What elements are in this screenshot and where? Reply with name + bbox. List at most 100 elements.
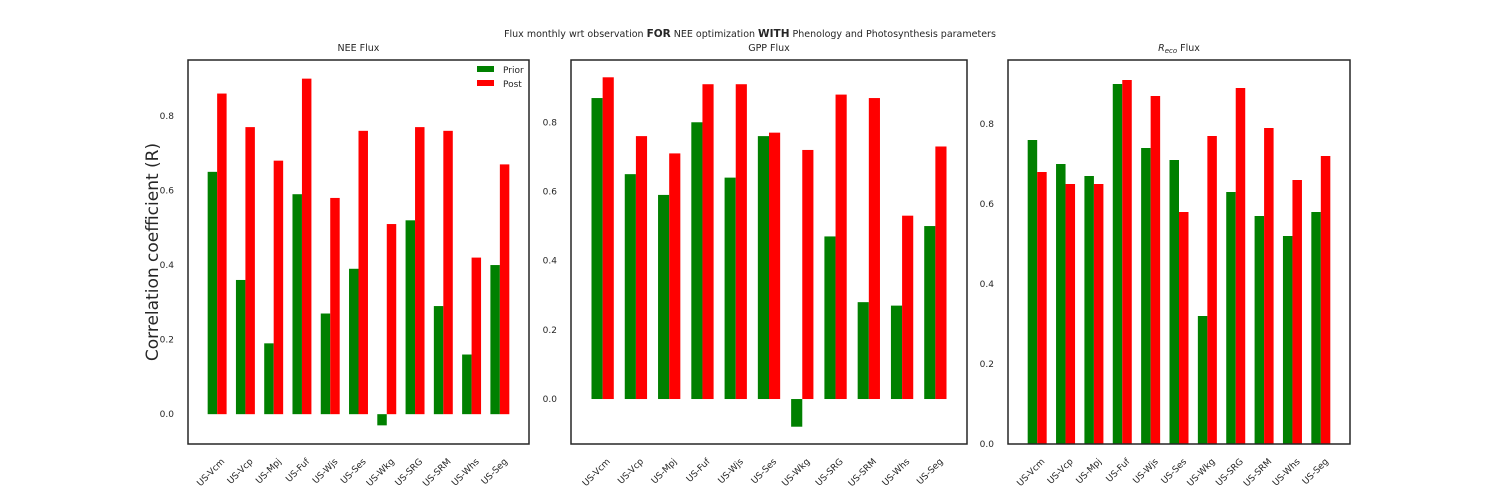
y-tick-label: 0.2 (160, 336, 174, 346)
bar-prior-us-mpj (658, 194, 670, 400)
bar-post-us-vcp (245, 127, 255, 415)
legend-label-prior: Prior (503, 66, 524, 76)
bar-prior-us-srg (405, 220, 416, 415)
x-tick-label: US-Whs (1271, 457, 1303, 489)
bar-post-us-srm (443, 130, 453, 415)
x-tick-label: US-Vcm (581, 457, 613, 489)
bar-post-us-ses (769, 132, 781, 400)
bar-post-us-srg (415, 127, 425, 415)
subplot-title: Reco Flux (1158, 43, 1200, 55)
bar-post-us-vcp (635, 136, 648, 400)
bar-prior-us-srm (857, 302, 869, 400)
bar-prior-us-ses (1169, 160, 1179, 444)
bar-post-us-fuf (301, 78, 312, 415)
bar-prior-us-srg (1226, 192, 1236, 444)
bar-post-us-vcm (217, 93, 227, 415)
figure-title: Flux monthly wrt observation FOR NEE opt… (504, 28, 996, 40)
bar-prior-us-whs (462, 354, 472, 415)
bar-prior-us-whs (1282, 236, 1293, 444)
bar-post-us-whs (471, 257, 482, 415)
bar-post-us-mpj (669, 153, 681, 400)
x-tick-label: US-Vcm (196, 457, 228, 489)
axes-frame (187, 59, 530, 445)
chart-panel-2: 0.00.20.40.60.8US-Vcm US-Vcp US-Mpj US-Fuf U… (543, 43, 968, 489)
bar-prior-us-mpj (264, 343, 274, 415)
bar-post-us-whs (1292, 180, 1302, 444)
x-tick-label: US-Wjs (311, 457, 340, 486)
bar-prior-us-mpj (1084, 176, 1094, 444)
x-tick-label: US-Whs (881, 457, 913, 489)
bar-post-us-whs (902, 215, 914, 400)
x-tick-label: US-SRG (394, 457, 425, 488)
axes-frame (570, 59, 968, 445)
x-tick-label: US-SRM (847, 457, 879, 489)
x-tick-label: US-Wkg (781, 457, 813, 489)
x-tick-label: US-Vcm (1016, 457, 1048, 489)
bar-post-us-wkg (802, 149, 814, 400)
bar-prior-us-wjs (1141, 148, 1151, 444)
y-tick-label: 0.8 (160, 112, 175, 122)
subplot-title: NEE Flux (338, 43, 380, 54)
x-tick-label: US-SRG (1214, 457, 1245, 488)
x-tick-label: US-Fuf (685, 456, 713, 484)
bar-prior-us-vcp (235, 279, 246, 415)
x-tick-label: US-Seg (1301, 457, 1331, 487)
legend-label-post: Post (503, 80, 522, 90)
bar-prior-us-seg (924, 226, 936, 400)
bar-post-us-wkg (386, 224, 397, 415)
y-tick-label: 0.8 (980, 120, 995, 130)
bar-prior-us-seg (490, 265, 500, 415)
y-tick-label: 0.4 (543, 257, 558, 267)
x-tick-label: US-Wkg (365, 457, 397, 489)
bar-prior-us-wkg (377, 414, 387, 426)
bar-prior-us-fuf (292, 194, 302, 415)
bar-post-us-wjs (330, 197, 340, 415)
x-tick-label: US-Seg (480, 457, 510, 487)
bar-post-us-mpj (1093, 184, 1104, 444)
subplot-title: GPP Flux (748, 43, 790, 54)
x-tick-label: US-Vcp (226, 457, 256, 487)
y-axis-label: Correlation coefficient (R) (143, 143, 163, 361)
bar-prior-us-seg (1311, 212, 1321, 444)
bar-prior-us-wkg (1197, 316, 1208, 444)
bar-post-us-wkg (1207, 136, 1217, 444)
bar-prior-us-ses (349, 268, 359, 415)
bar-post-us-wjs (735, 84, 747, 400)
bar-prior-us-srm (433, 306, 444, 415)
legend-swatch-prior (477, 66, 494, 72)
y-tick-label: 0.2 (543, 326, 557, 336)
bar-post-us-vcm (1037, 172, 1047, 444)
bar-post-us-seg (1320, 156, 1331, 444)
bar-prior-us-whs (890, 305, 903, 400)
bar-post-us-seg (935, 146, 947, 400)
bar-post-us-ses (358, 130, 368, 415)
bar-post-us-ses (1179, 212, 1189, 444)
bar-prior-us-srm (1254, 216, 1265, 444)
bar-post-us-fuf (702, 84, 714, 400)
x-tick-label: US-Mpj (1075, 457, 1104, 486)
y-tick-label: 0.0 (543, 395, 558, 405)
y-tick-label: 0.6 (543, 187, 558, 197)
y-tick-label: 0.0 (980, 440, 995, 450)
bar-prior-us-wjs (320, 313, 331, 415)
bar-prior-us-ses (757, 136, 769, 400)
x-tick-label: US-Fuf (284, 456, 312, 484)
x-tick-label: US-Ses (750, 457, 780, 487)
y-tick-label: 0.8 (543, 118, 558, 128)
bar-prior-us-vcp (624, 174, 636, 400)
bar-prior-us-fuf (691, 122, 703, 400)
bar-prior-us-fuf (1112, 84, 1123, 444)
bar-prior-us-vcp (1056, 164, 1066, 444)
bar-prior-us-wkg (791, 399, 803, 427)
x-tick-label: US-Seg (915, 457, 945, 487)
x-tick-label: US-Vcp (1046, 457, 1076, 487)
bar-post-us-srm (1264, 128, 1274, 444)
y-tick-label: 0.4 (160, 261, 175, 271)
bar-post-us-srm (868, 98, 880, 400)
x-tick-label: US-Wjs (717, 457, 746, 486)
x-tick-label: US-Wjs (1132, 457, 1161, 486)
axes-frame (1007, 59, 1351, 445)
